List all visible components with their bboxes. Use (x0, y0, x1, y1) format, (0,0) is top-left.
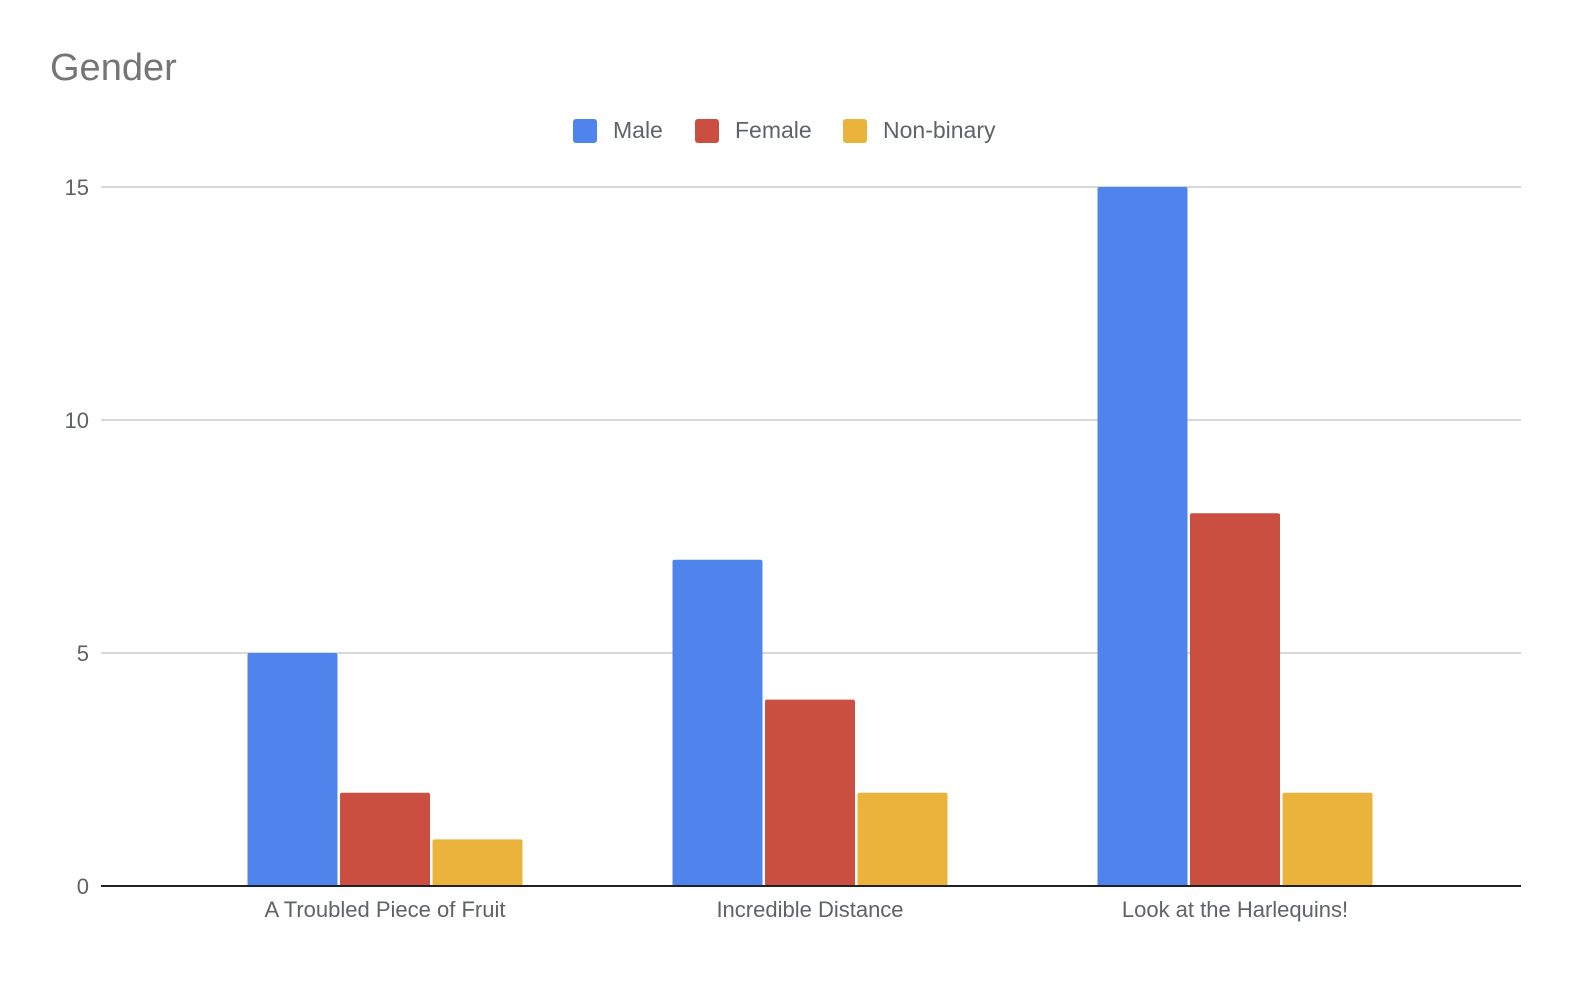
legend-swatch (573, 119, 597, 143)
legend-swatch (695, 119, 719, 143)
bars (247, 187, 1373, 886)
y-tick-label: 0 (77, 874, 89, 899)
legend-swatch (843, 119, 867, 143)
legend-label: Non-binary (883, 117, 996, 143)
bar-male-3 (1097, 187, 1188, 886)
bar-female-1 (340, 792, 430, 886)
legend-item-female: Female (695, 117, 812, 143)
x-tick-label: A Troubled Piece of Fruit (265, 897, 506, 922)
bar-non-binary-1 (432, 839, 523, 886)
bar-male-1 (247, 653, 338, 886)
bar-non-binary-3 (1282, 792, 1373, 886)
y-tick-label: 5 (77, 641, 89, 666)
y-tick-label: 15 (65, 175, 89, 200)
chart-title: Gender (50, 47, 177, 89)
y-tick-label: 10 (65, 408, 89, 433)
bar-male-2 (672, 559, 763, 886)
axes: 0 5 10 15 A Troubled Piece of Fruit Incredibl… (65, 175, 1521, 922)
bar-female-3 (1190, 513, 1280, 886)
legend-item-male: Male (573, 117, 663, 143)
legend-label: Male (613, 117, 663, 143)
x-tick-label: Incredible Distance (716, 897, 903, 922)
bar-female-2 (765, 699, 855, 886)
bar-non-binary-2 (857, 792, 948, 886)
legend-label: Female (735, 117, 812, 143)
gridlines (101, 186, 1521, 654)
x-tick-label: Look at the Harlequins! (1122, 897, 1348, 922)
legend: Male Female Non-binary (573, 117, 996, 143)
legend-item-non-binary: Non-binary (843, 117, 996, 143)
